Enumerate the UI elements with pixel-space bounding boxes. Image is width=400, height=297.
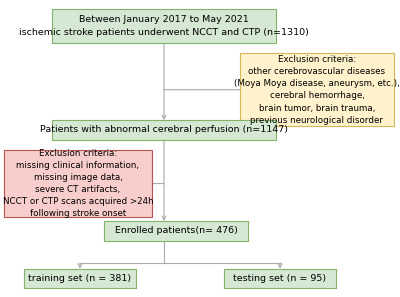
- FancyBboxPatch shape: [4, 150, 152, 217]
- Text: Enrolled patients(n= 476): Enrolled patients(n= 476): [114, 226, 238, 236]
- Text: Exclusion criteria:
other cerebrovascular diseases
(Moya Moya disease, aneurysm,: Exclusion criteria: other cerebrovascula…: [234, 55, 400, 125]
- Text: training set (n = 381): training set (n = 381): [28, 274, 132, 283]
- Text: Between January 2017 to May 2021
ischemic stroke patients underwent NCCT and CTP: Between January 2017 to May 2021 ischemi…: [19, 15, 309, 37]
- FancyBboxPatch shape: [52, 120, 276, 140]
- FancyBboxPatch shape: [52, 9, 276, 43]
- Text: testing set (n = 95): testing set (n = 95): [234, 274, 326, 283]
- FancyBboxPatch shape: [104, 221, 248, 241]
- FancyBboxPatch shape: [224, 269, 336, 288]
- FancyBboxPatch shape: [240, 53, 394, 126]
- Text: Exclusion criteria:
missing clinical information,
missing image data,
severe CT : Exclusion criteria: missing clinical inf…: [3, 148, 153, 218]
- Text: Patients with abnormal cerebral perfusion (n=1147): Patients with abnormal cerebral perfusio…: [40, 125, 288, 135]
- FancyBboxPatch shape: [24, 269, 136, 288]
